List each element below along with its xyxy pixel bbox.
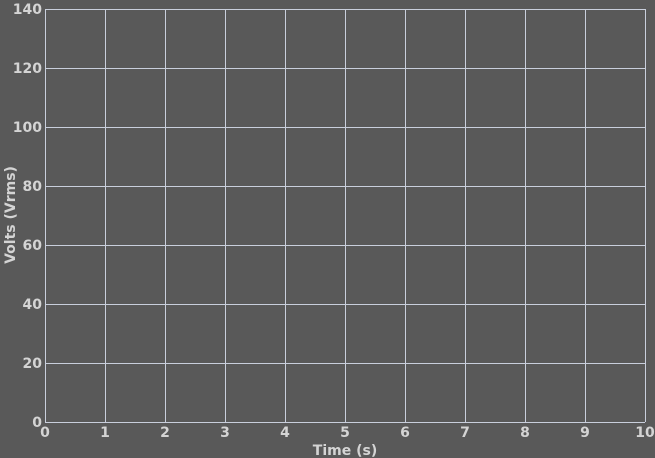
y-tick-label-120: 120 [13, 61, 42, 77]
y-tick-label-100: 100 [13, 120, 42, 136]
x-tick-label-6: 6 [400, 425, 410, 441]
x-tick-label-4: 4 [280, 425, 290, 441]
y-axis-label: Volts (Vrms) [3, 166, 19, 264]
y-tick-label-60: 60 [23, 238, 43, 254]
x-tick-label-7: 7 [460, 425, 470, 441]
x-tick-label-9: 9 [580, 425, 590, 441]
x-tick-label-8: 8 [520, 425, 530, 441]
x-tick-label-2: 2 [160, 425, 170, 441]
y-tick-label-0: 0 [32, 415, 42, 431]
x-tick-label-1: 1 [100, 425, 110, 441]
y-tick-label-40: 40 [23, 297, 43, 313]
y-tick-label-80: 80 [23, 179, 43, 195]
y-tick-label-20: 20 [23, 356, 43, 372]
y-tick-label-140: 140 [13, 2, 42, 18]
x-axis-label: Time (s) [313, 443, 377, 458]
x-tick-label-10: 10 [635, 425, 655, 441]
x-tick-label-5: 5 [340, 425, 350, 441]
x-tick-label-3: 3 [220, 425, 230, 441]
